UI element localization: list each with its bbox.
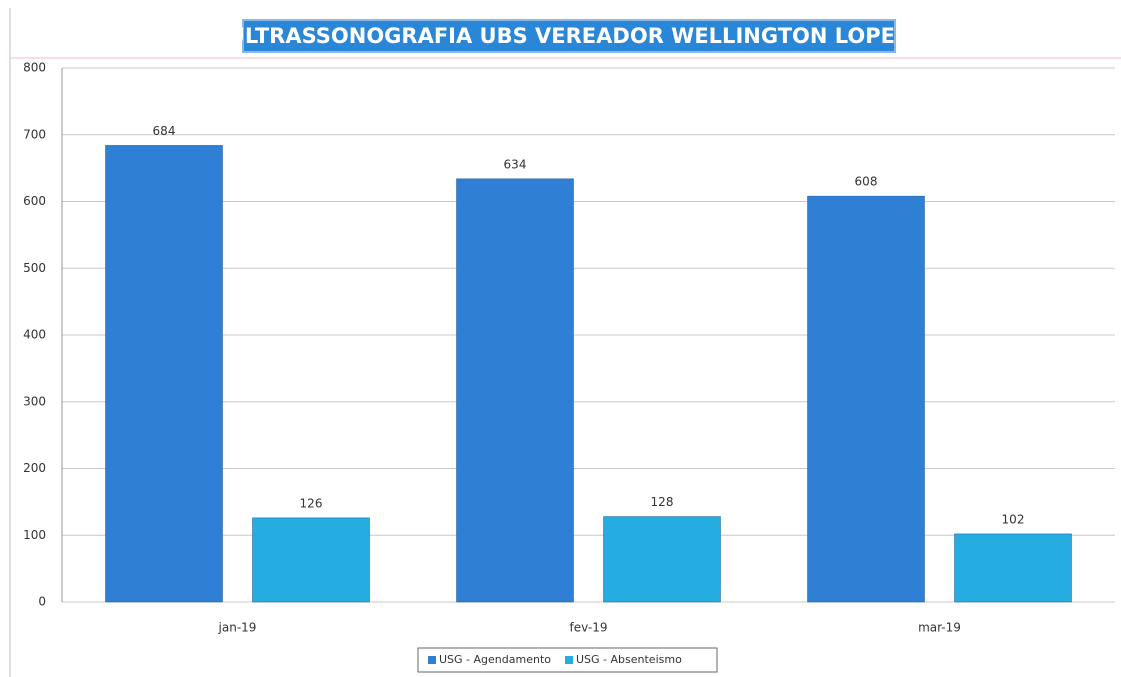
data-label: 634: [504, 157, 527, 171]
y-tick-label: 0: [38, 595, 46, 609]
data-label: 102: [1002, 512, 1025, 526]
data-label: 126: [300, 496, 323, 510]
legend-label: USG - Agendamento: [439, 653, 551, 666]
x-tick-label: jan-19: [218, 621, 257, 635]
x-tick-label: fev-19: [570, 621, 608, 635]
y-tick-label: 700: [23, 127, 46, 141]
x-tick-label: mar-19: [918, 621, 961, 635]
bar: [105, 145, 223, 603]
data-label: 608: [855, 175, 878, 189]
y-tick-label: 400: [23, 328, 46, 342]
y-tick-label: 800: [23, 61, 46, 75]
y-tick-label: 100: [23, 528, 46, 542]
y-tick-label: 500: [23, 261, 46, 275]
legend-swatch: [565, 656, 573, 664]
y-tick-label: 600: [23, 194, 46, 208]
title-box: [242, 19, 896, 53]
y-tick-label: 300: [23, 394, 46, 408]
data-label: 684: [153, 124, 176, 138]
bar: [603, 516, 721, 603]
y-tick-label: 200: [23, 461, 46, 475]
bar: [807, 195, 925, 603]
legend-label: USG - Absenteismo: [576, 653, 682, 666]
chart-title: ULTRASSONOGRAFIA UBS VEREADOR WELLINGTON…: [228, 24, 910, 48]
bar: [252, 517, 370, 603]
legend-swatch: [428, 656, 436, 664]
bar: [456, 178, 574, 603]
data-label: 128: [651, 495, 674, 509]
bar: [954, 533, 1072, 603]
